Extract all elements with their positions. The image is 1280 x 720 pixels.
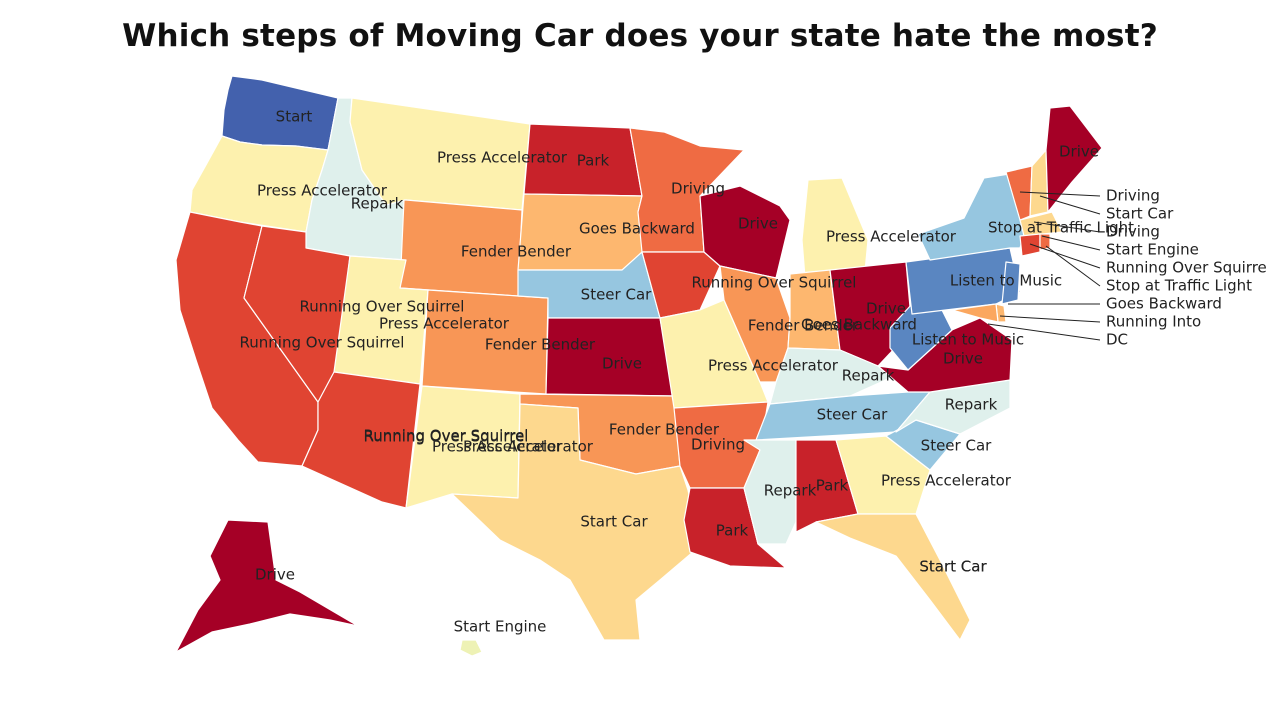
state-label-missouri: Press Accelerator — [708, 357, 839, 375]
state-label-idaho: Repark — [351, 195, 404, 213]
state-label-arkansas: Fender Bender — [609, 421, 720, 439]
state-label-hawaii: Start Engine — [454, 618, 547, 636]
state-label-tennessee: Steer Car — [817, 406, 888, 424]
state-alaska — [175, 519, 359, 653]
state-label-illinois: Fender Bender — [748, 317, 859, 335]
state-label-iowa: Running Over Squirrel — [692, 274, 857, 292]
state-label-alabama: Park — [816, 477, 849, 495]
callout-label-4: Running Over Squirre — [1106, 259, 1267, 277]
state-label-indiana: Goes Backward — [801, 316, 917, 334]
state-label-montana: Press Accelerator — [437, 149, 568, 167]
state-label-michigan: Press Accelerator — [826, 228, 957, 246]
callout-line-8 — [987, 323, 1101, 341]
callout-label-7: Running Into — [1106, 313, 1201, 331]
state-arizona — [301, 371, 421, 509]
callout-line-2 — [1033, 221, 1101, 233]
state-wisconsin — [699, 185, 791, 279]
callout-label-5: Stop at Traffic Light — [1106, 277, 1252, 295]
state-label-kentucky: Repark — [842, 367, 895, 385]
state-label-north-dakota: Park — [577, 152, 610, 170]
callout-label-8: DC — [1106, 331, 1128, 349]
state-label-ohio: Drive — [866, 300, 906, 318]
callout-line-4 — [1029, 243, 1101, 269]
state-label-wisconsin: Drive — [738, 215, 778, 233]
state-hawaii — [459, 639, 483, 657]
state-label-california: Running Over Squirrel — [240, 334, 405, 352]
state-label-utah: Running Over Squirrel — [300, 298, 465, 316]
state-label-texas: Start Car — [580, 513, 648, 531]
state-label-florida: Start Car — [919, 558, 987, 576]
callout-label-6: Goes Backward — [1106, 295, 1222, 313]
state-label-mississippi: Repark — [764, 482, 817, 500]
state-massachusetts — [1019, 211, 1063, 237]
state-label-georgia: Press Accelerator — [881, 472, 1012, 490]
callout-line-0 — [1019, 191, 1101, 197]
state-georgia — [835, 435, 931, 515]
callout-line-3 — [1041, 235, 1101, 251]
callout-label-3: Start Engine — [1106, 241, 1199, 259]
extra-label-2: Press Accelerator — [432, 438, 563, 456]
state-rhode-island — [1039, 233, 1051, 251]
callout-label-2: Driving — [1106, 223, 1160, 241]
state-label-kansas: Drive — [602, 355, 642, 373]
extra-label-0: Driving — [691, 436, 745, 454]
state-label-wyoming: Fender Bender — [461, 243, 572, 261]
state-label-louisiana: Park — [716, 522, 749, 540]
callout-line-7 — [999, 315, 1101, 323]
state-label-nebraska: Steer Car — [581, 286, 652, 304]
state-label-colorado: Press Accelerator — [379, 315, 510, 333]
state-label-new-mexico: Fender Bender — [485, 336, 596, 354]
state-label-washington: Start — [276, 108, 313, 126]
state-label-maine: Drive — [1059, 143, 1099, 161]
extra-label-1: Running Over Squirrel — [364, 428, 529, 446]
state-new-hampshire — [1029, 149, 1049, 217]
state-maine — [1045, 105, 1103, 213]
state-label-arizona: Running Over Squirrel — [364, 427, 529, 445]
state-label-south-carolina: Steer Car — [921, 437, 992, 455]
state-florida — [815, 513, 971, 641]
map-title: Which steps of Moving Car does your stat… — [122, 18, 1158, 54]
state-label-oklahoma: Press Accelerator — [463, 438, 594, 456]
state-label-virginia: Drive — [943, 350, 983, 368]
state-label-minnesota: Driving — [671, 180, 725, 198]
callout-label-1: Start Car — [1106, 205, 1174, 223]
state-label-pennsylvania: Listen to Music — [950, 272, 1062, 290]
state-label-oregon: Press Accelerator — [257, 182, 388, 200]
state-new-jersey — [1001, 261, 1021, 305]
state-iowa — [641, 251, 721, 319]
state-label-west-virginia: Listen to Music — [912, 331, 1024, 349]
callout-line-1 — [1039, 195, 1101, 215]
callout-label-0: Driving — [1106, 187, 1160, 205]
state-label-alaska: Drive — [255, 566, 295, 584]
callout-line-5 — [1045, 245, 1101, 287]
state-label-new-york: Stop at Traffic Light — [988, 219, 1134, 237]
state-label-north-carolina: Repark — [945, 396, 998, 414]
state-connecticut — [1019, 233, 1041, 257]
state-maryland — [951, 303, 999, 323]
extra-label-3: Start Car — [919, 558, 987, 576]
state-label-south-dakota: Goes Backward — [579, 220, 695, 238]
